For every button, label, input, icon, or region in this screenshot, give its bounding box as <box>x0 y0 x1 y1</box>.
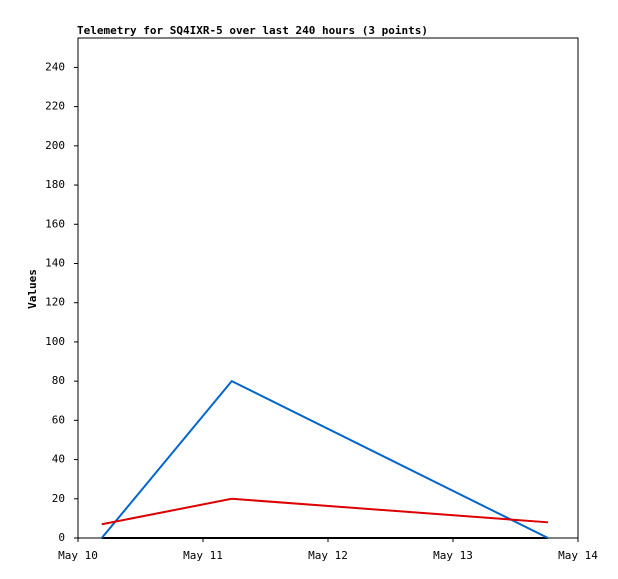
x-tick-label: May 13 <box>433 549 473 562</box>
y-tick-label: 120 <box>45 296 65 309</box>
y-tick-label: 40 <box>52 453 65 466</box>
x-tick-label: May 11 <box>183 549 223 562</box>
y-tick-label: 240 <box>45 60 65 73</box>
data-line <box>100 379 549 539</box>
x-tick-label: May 10 <box>58 549 98 562</box>
y-tick-label: 220 <box>45 100 65 113</box>
y-tick-label: 20 <box>52 492 65 505</box>
y-tick-label: 80 <box>52 374 65 387</box>
chart-title: Telemetry for SQ4IXR-5 over last 240 hou… <box>77 24 428 37</box>
y-tick-label: 180 <box>45 178 65 191</box>
y-tick-label: 0 <box>58 531 65 544</box>
x-tick-label: May 12 <box>308 549 348 562</box>
y-tick-label: 160 <box>45 217 65 230</box>
y-tick-label: 200 <box>45 139 65 152</box>
y-tick-label: 60 <box>52 413 65 426</box>
y-axis-label: Values <box>26 269 39 309</box>
y-tick-label: 140 <box>45 256 65 269</box>
x-tick-label: May 14 <box>558 549 598 562</box>
data-line <box>101 497 549 526</box>
y-tick-label: 100 <box>45 335 65 348</box>
